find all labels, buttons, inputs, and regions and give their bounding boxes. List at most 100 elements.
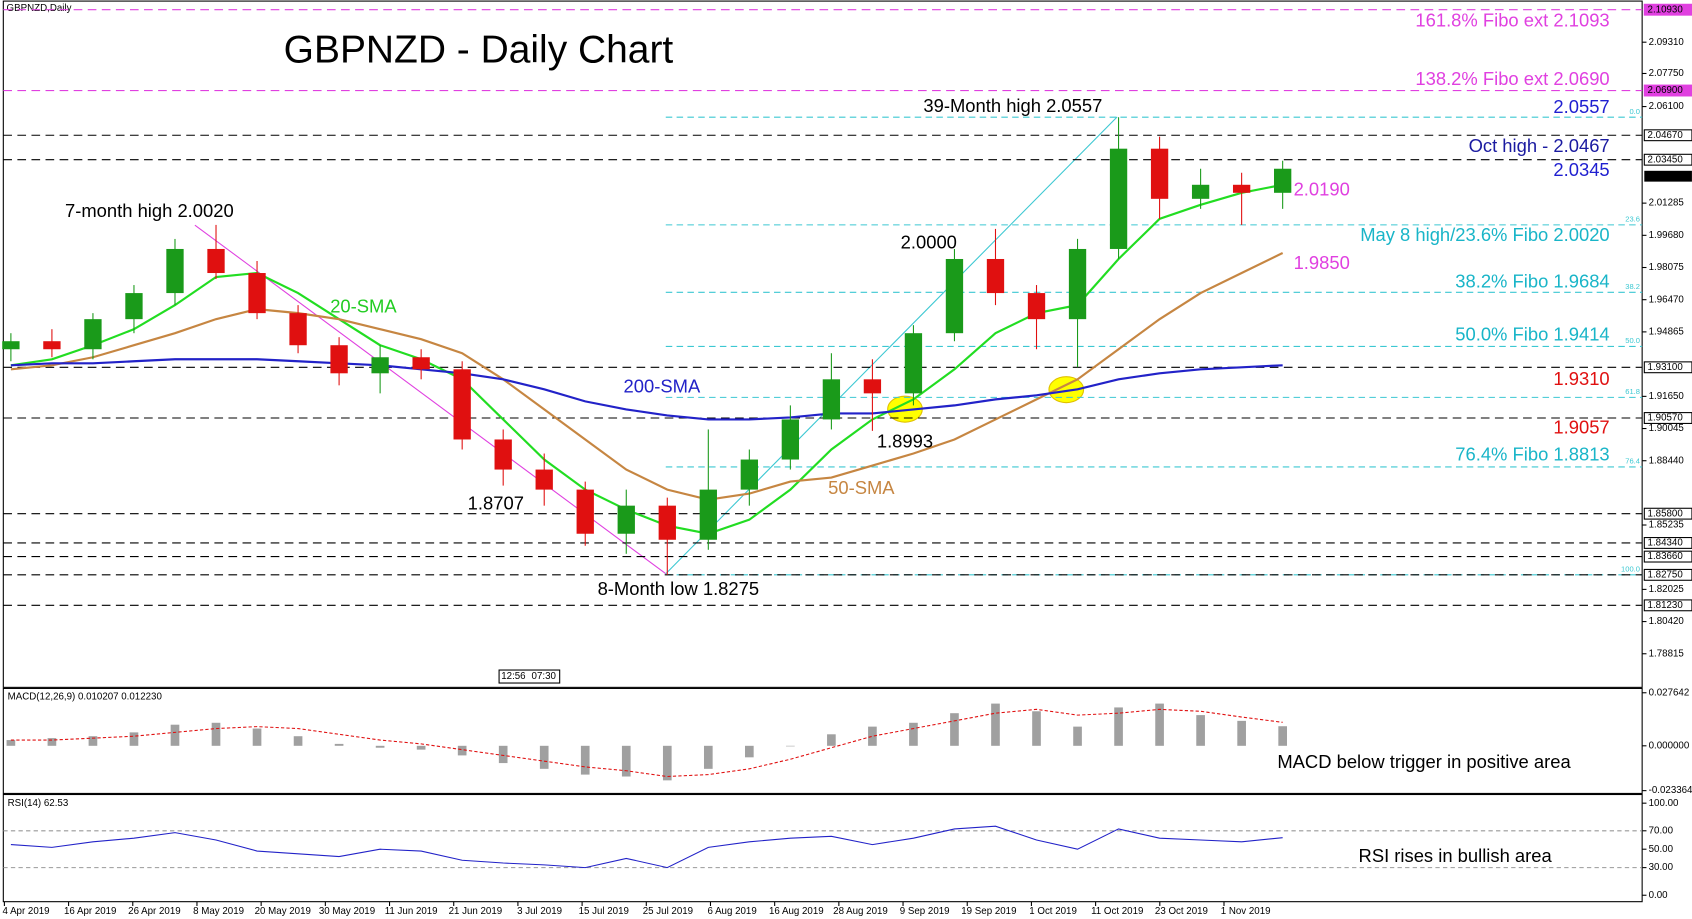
level-label: 1.81230: [1648, 600, 1684, 611]
candle-body: [1274, 168, 1292, 193]
candle-body: [904, 333, 923, 394]
x-tick-label: 30 May 2019: [319, 906, 375, 917]
level-label: 2.10930: [1648, 4, 1684, 15]
y-tick-label: 0.00: [1649, 890, 1669, 901]
candle-body: [658, 505, 676, 540]
macd-bar: [1278, 726, 1287, 746]
candle-body: [330, 345, 348, 374]
annotation: 1.9310: [1553, 368, 1609, 389]
macd-title: MACD(12,26,9) 0.010207 0.012230: [8, 692, 163, 703]
annotation: 1.8707: [468, 492, 524, 513]
macd-bar: [457, 745, 467, 756]
level-label: 1.85800: [1648, 508, 1684, 519]
macd-signal: [10, 708, 1283, 778]
price-label: 2.02627: [1648, 171, 1683, 182]
x-tick-label: 28 Aug 2019: [833, 906, 888, 917]
highlight-circle: [1048, 376, 1085, 404]
macd-bar: [129, 732, 139, 746]
x-tick-label: 16 Aug 2019: [769, 906, 824, 917]
y-tick-label: 2.01285: [1649, 198, 1684, 209]
macd-bar: [703, 745, 713, 769]
candle-body: [125, 293, 143, 320]
x-tick-label: 25 Jul 2019: [643, 906, 693, 917]
candle-body: [494, 439, 512, 470]
chart-title: GBPNZD - Daily Chart: [284, 28, 674, 71]
macd-bar: [745, 745, 754, 758]
annotation: 1.9057: [1553, 417, 1609, 438]
candle-body: [576, 489, 594, 534]
y-tick-label: 0.000000: [1649, 740, 1690, 751]
level-label: 1.93100: [1648, 362, 1684, 373]
candle-body: [986, 258, 1005, 294]
annotation: 2.0190: [1294, 178, 1350, 199]
candle-body: [371, 357, 389, 374]
macd-bar: [6, 740, 16, 746]
annotation: 7-month high 2.0020: [65, 200, 234, 221]
trend-line: [665, 116, 1118, 575]
fibo-label: 50.0: [1625, 336, 1640, 345]
macd-bar: [950, 713, 959, 746]
fibo-label: 61.8: [1625, 387, 1640, 396]
y-tick-label: 50.00: [1649, 844, 1674, 855]
annotation: MACD below trigger in positive area: [1277, 751, 1571, 772]
annotation: 1.9850: [1294, 252, 1350, 273]
annotation: 76.4% Fibo 1.8813: [1455, 444, 1609, 465]
annotation: 50-SMA: [828, 477, 895, 498]
x-tick-label: 26 Apr 2019: [128, 906, 181, 917]
annotation: 38.2% Fibo 1.9684: [1455, 270, 1609, 291]
sma-line: [10, 358, 1283, 421]
macd-bar: [334, 743, 344, 746]
x-tick-label: 4 Apr 2019: [2, 906, 49, 917]
candle-body: [1232, 184, 1251, 193]
macd-bar: [580, 745, 590, 775]
fibo-label: 100.0: [1621, 564, 1640, 573]
rsi-panel: [2, 793, 1643, 903]
y-tick-label: 100.00: [1649, 798, 1679, 809]
y-tick-label: 1.90045: [1649, 423, 1684, 434]
candle-body: [166, 248, 184, 294]
candle-body: [207, 248, 225, 274]
annotation: 39-Month high 2.0557: [923, 95, 1102, 116]
annotation: Oct high - 2.0467: [1469, 135, 1610, 156]
candle-body: [535, 469, 553, 490]
y-tick-label: 1.94865: [1649, 326, 1684, 337]
y-tick-label: 1.82025: [1649, 584, 1684, 595]
macd-bar: [662, 745, 672, 781]
annotation: 2.0345: [1553, 159, 1609, 180]
y-tick-label: 1.99680: [1649, 230, 1685, 241]
macd-bar: [293, 736, 303, 746]
x-tick-label: 11 Jun 2019: [385, 906, 438, 917]
candle-body: [1027, 293, 1046, 320]
candle-body: [1068, 248, 1087, 320]
macd-bar: [1196, 715, 1205, 746]
annotation: 200-SMA: [624, 375, 701, 396]
level-label: 2.06900: [1648, 85, 1684, 96]
candle-body: [1150, 148, 1169, 199]
time-label: 07:30: [532, 671, 557, 682]
annotation: 20-SMA: [330, 295, 397, 316]
candle-body: [740, 459, 758, 490]
candle-body: [1109, 148, 1128, 249]
annotation: 8-Month low 1.8275: [598, 578, 760, 599]
fibo-label: 0.0: [1629, 107, 1640, 116]
x-tick-label: 1 Oct 2019: [1029, 906, 1077, 917]
candle-body: [1191, 184, 1210, 199]
annotation: 2.0000: [901, 231, 957, 252]
annotation: 2.0557: [1553, 96, 1609, 117]
macd-bar: [375, 745, 385, 748]
x-tick-label: 16 Apr 2019: [64, 906, 117, 917]
candle-body: [412, 357, 430, 370]
macd-bar: [211, 722, 221, 746]
macd-bar: [621, 745, 631, 777]
annotation: 1.8993: [877, 431, 933, 452]
y-tick-label: 1.91650: [1649, 391, 1685, 402]
candle-body: [289, 313, 307, 346]
macd-panel: [2, 687, 1643, 794]
y-tick-label: 2.09310: [1649, 37, 1685, 48]
candle-body: [43, 341, 61, 350]
sma-line: [10, 251, 1284, 501]
fibo-label: 38.2: [1625, 282, 1640, 291]
macd-bar: [1114, 707, 1123, 746]
symbol-label: GBPNZD,Daily: [7, 3, 72, 14]
